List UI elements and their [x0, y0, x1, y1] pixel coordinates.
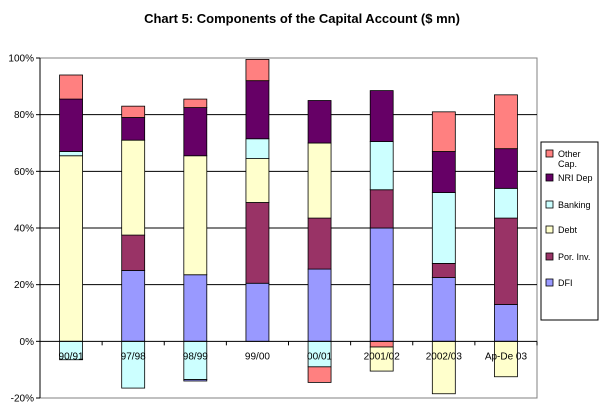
bar-segment-nri-dep — [369, 90, 394, 142]
y-tick-label: 60% — [14, 167, 34, 178]
bar-segment-debt — [121, 139, 146, 236]
bar-segment-banking — [59, 151, 83, 157]
x-tick-label: 90/91 — [59, 351, 84, 362]
y-tick-label: 80% — [14, 110, 34, 121]
x-tick-label: Ap-De 03 — [485, 351, 528, 362]
bar-segment-other-cap- — [431, 111, 456, 152]
y-tick-label: -20% — [11, 394, 34, 405]
bar-segment-nri-dep — [307, 100, 332, 144]
bar-segment-negative-other-cap- — [307, 366, 332, 383]
bar-segment-negative-banking — [121, 340, 146, 389]
x-tick-label: 2001/02 — [364, 351, 401, 362]
bar-segment-por-inv- — [369, 189, 394, 229]
bar-segment-dfi — [121, 270, 146, 342]
bar-segment-nri-dep — [121, 117, 146, 141]
x-tick-label: 97/98 — [121, 351, 146, 362]
bar-segment-por-inv- — [494, 217, 518, 305]
legend-swatch — [545, 149, 554, 158]
bar-segment-por-inv- — [431, 263, 456, 278]
legend-label: Other — [558, 149, 581, 159]
bar-segment-banking — [369, 141, 394, 191]
legend-swatch — [545, 278, 554, 287]
legend-swatch — [545, 173, 554, 182]
legend-label: Por. Inv. — [558, 252, 590, 262]
legend-swatch — [545, 252, 554, 261]
bar-segment-nri-dep — [431, 151, 456, 193]
bar-segment-por-inv- — [121, 234, 146, 271]
bar-segment-other-cap- — [494, 94, 518, 150]
legend-label: Debt — [558, 225, 578, 235]
legend-label: Cap. — [558, 159, 577, 169]
bar-segment-negative-debt — [369, 346, 394, 372]
legend-swatch — [545, 200, 554, 209]
legend-label: NRI Dep — [558, 173, 593, 183]
bar-segment-dfi — [369, 227, 394, 342]
bar-segment-nri-dep — [245, 80, 270, 140]
y-tick-label: 20% — [14, 280, 34, 291]
x-tick-label: 98/99 — [183, 351, 208, 362]
bar-segment-por-inv- — [307, 217, 332, 270]
bar-segment-nri-dep — [59, 98, 83, 152]
bar-segment-debt — [59, 155, 83, 342]
bar-segment-negative-other-cap- — [369, 340, 394, 348]
bar-segment-dfi — [494, 304, 518, 342]
x-axis-ticks: 90/91 97/98 98/99 99/00 00/01 2001/02 2002/03 A… — [39, 341, 538, 362]
bar-segment-other-cap- — [59, 74, 83, 100]
bar-segment-dfi — [183, 274, 208, 342]
bar-segment-nri-dep — [494, 148, 518, 189]
legend-label: Banking — [558, 200, 591, 210]
bar-segment-dfi — [307, 268, 332, 342]
x-tick-label: 2002/03 — [426, 351, 463, 362]
bar-segment-negative-debt — [431, 340, 456, 395]
bar-segment-banking — [431, 192, 456, 264]
x-tick-label: 00/01 — [307, 351, 332, 362]
bar-segment-negative-dfi — [183, 379, 208, 382]
bar-segment-banking — [494, 187, 518, 219]
bar-segment-other-cap- — [121, 105, 146, 118]
chart-title: Chart 5: Components of the Capital Accou… — [144, 11, 460, 26]
bar-segment-other-cap- — [183, 98, 208, 108]
bar-segment-debt — [245, 158, 270, 203]
bars — [59, 59, 518, 395]
y-axis-ticks: -20% 0% 20% 40% 60% 80% 100% — [8, 54, 41, 405]
x-tick-label: 99/00 — [245, 351, 270, 362]
bar-segment-dfi — [431, 277, 456, 342]
bar-segment-por-inv- — [245, 202, 270, 284]
legend-swatch — [545, 225, 554, 234]
y-tick-label: 40% — [14, 224, 34, 235]
bar-segment-other-cap- — [245, 59, 270, 82]
bar-segment-dfi — [245, 282, 270, 342]
y-tick-label: 100% — [8, 54, 34, 65]
bar-segment-banking — [245, 138, 270, 159]
bar-segment-debt — [183, 155, 208, 276]
bar-segment-nri-dep — [183, 107, 208, 157]
y-tick-label: 0% — [20, 337, 35, 348]
legend-label: DFI — [558, 278, 573, 288]
bar-segment-debt — [307, 142, 332, 219]
